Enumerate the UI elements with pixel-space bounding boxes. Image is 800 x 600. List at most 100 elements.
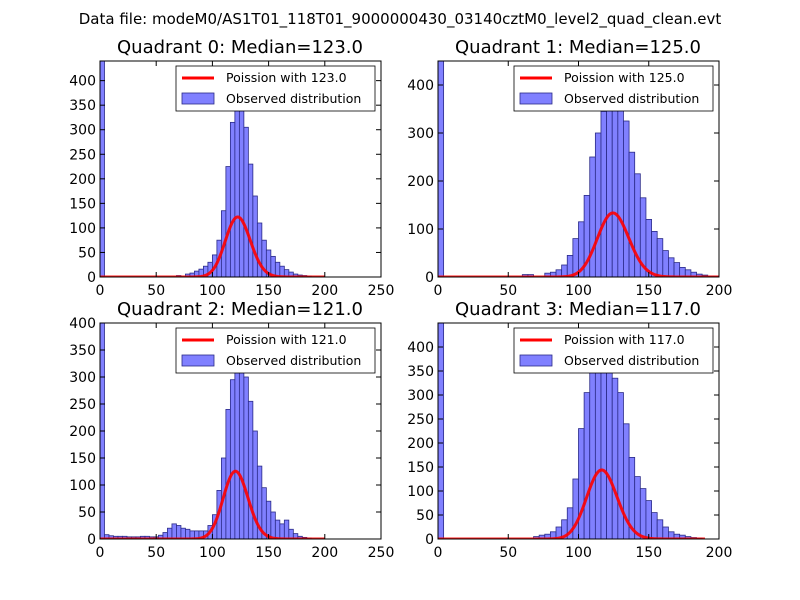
- y-tick-label: 350: [69, 98, 96, 114]
- y-tick-label: 250: [69, 147, 96, 163]
- histogram-bar: [651, 230, 658, 277]
- histogram-bar: [225, 408, 231, 539]
- histogram-bar: [656, 519, 664, 539]
- panel-quadrant-0: Quadrant 0: Median=123.0 0 50 100 150 200 250…: [69, 37, 394, 299]
- x-tick-label: 50: [147, 545, 165, 561]
- y-tick-label: 300: [407, 388, 434, 404]
- histogram-bar: [283, 519, 290, 539]
- histogram-bar: [668, 257, 675, 277]
- x-tick-label: 50: [499, 283, 517, 299]
- legend-label-hist: Observed distribution: [226, 353, 361, 368]
- plot-area: [438, 61, 719, 277]
- poisson-curve: [100, 469, 325, 539]
- y-tick-label: 300: [407, 126, 434, 142]
- x-tick-label: 0: [434, 545, 443, 561]
- histogram-bar: [438, 323, 445, 539]
- y-tick-label: 200: [69, 424, 96, 440]
- y-tick-label: 100: [407, 222, 434, 238]
- axes-frame: [99, 60, 382, 278]
- x-tick-label: 150: [635, 283, 662, 299]
- y-tick-label: 150: [407, 460, 434, 476]
- figure-title: Data file: modeM0/AS1T01_118T01_90000004…: [79, 10, 722, 29]
- y-tick-label: 250: [69, 397, 96, 413]
- histogram-bar: [256, 222, 263, 277]
- histogram-bar: [662, 250, 669, 277]
- legend: Poission with 123.0 Observed distribution: [175, 65, 376, 112]
- histogram-bar: [617, 392, 624, 539]
- histogram-bar: [167, 527, 173, 539]
- y-tick-label: 300: [69, 123, 96, 139]
- x-tick-label: 0: [96, 545, 105, 561]
- x-tick-label: 150: [255, 283, 282, 299]
- y-tick-label: 250: [407, 412, 434, 428]
- legend-label-curve: Poission with 121.0: [226, 332, 347, 347]
- legend-label-curve: Poission with 117.0: [564, 332, 685, 347]
- histogram-bar: [583, 392, 591, 539]
- y-tick-label: 200: [69, 172, 96, 188]
- histogram-bar: [229, 379, 236, 539]
- panel-title: Quadrant 3: Median=117.0: [455, 299, 701, 320]
- histogram-bar: [176, 525, 182, 539]
- histogram-bar: [578, 428, 585, 539]
- histogram-bar: [279, 523, 285, 539]
- y-tick-label: 0: [425, 532, 434, 548]
- y-tick-label: 350: [407, 364, 434, 380]
- histogram-bar: [100, 61, 105, 277]
- legend-swatch-hist: [181, 92, 215, 105]
- poisson-curve: [100, 215, 325, 277]
- panel-quadrant-3: Quadrant 3: Median=117.0 0 50 100 150 200 0 50…: [407, 299, 732, 561]
- x-tick-label: 200: [311, 545, 338, 561]
- x-tick-label: 200: [311, 283, 338, 299]
- panel-title: Quadrant 0: Median=123.0: [117, 37, 363, 58]
- y-tick-label: 300: [69, 370, 96, 386]
- y-tick-label: 100: [69, 478, 96, 494]
- histogram-bar: [225, 166, 231, 277]
- histogram-bar: [651, 512, 658, 539]
- histogram-bar: [594, 348, 602, 539]
- x-tick-label: 100: [199, 283, 226, 299]
- legend: Poission with 125.0 Observed distribution: [513, 65, 714, 112]
- x-tick-label: 150: [255, 545, 282, 561]
- panel-title: Quadrant 1: Median=125.0: [455, 37, 701, 58]
- y-tick-label: 100: [69, 221, 96, 237]
- histogram-bar: [274, 519, 281, 539]
- histogram-bar: [566, 254, 574, 277]
- histogram-bar: [606, 358, 613, 539]
- x-tick-label: 200: [706, 283, 733, 299]
- histogram-bar: [229, 121, 236, 277]
- y-tick-label: 150: [69, 451, 96, 467]
- legend: Poission with 117.0 Observed distribution: [513, 327, 714, 374]
- legend-label-hist: Observed distribution: [226, 91, 361, 106]
- x-tick-label: 100: [199, 545, 226, 561]
- y-tick-label: 400: [407, 340, 434, 356]
- histogram-bar: [611, 377, 619, 539]
- histogram-bar: [645, 500, 652, 539]
- y-tick-label: 100: [407, 484, 434, 500]
- y-tick-label: 50: [416, 508, 434, 524]
- histogram-bar: [623, 120, 630, 277]
- histogram-bar: [247, 163, 254, 277]
- panel-quadrant-2: Quadrant 2: Median=121.0 0 50 100 150 200 250…: [69, 299, 394, 561]
- legend-swatch-hist: [181, 354, 215, 367]
- y-tick-label: 50: [78, 505, 96, 521]
- histogram-bar: [270, 511, 276, 539]
- y-tick-label: 400: [69, 74, 96, 90]
- plot-area: [100, 323, 325, 539]
- panel-title: Quadrant 2: Median=121.0: [117, 299, 363, 320]
- y-tick-label: 200: [407, 436, 434, 452]
- histogram-bar: [243, 126, 249, 277]
- y-tick-label: 150: [69, 196, 96, 212]
- histogram-bar: [171, 523, 177, 539]
- histogram-bar: [656, 238, 664, 277]
- histogram-bar: [243, 376, 249, 539]
- histogram-bar: [662, 526, 669, 539]
- histogram-bar: [265, 500, 272, 539]
- histogram-bar: [247, 400, 254, 539]
- x-tick-label: 200: [706, 545, 733, 561]
- y-tick-label: 200: [407, 174, 434, 190]
- x-tick-label: 50: [499, 545, 517, 561]
- x-tick-label: 50: [147, 283, 165, 299]
- histogram-bar: [634, 476, 641, 539]
- legend-label-curve: Poission with 125.0: [564, 70, 685, 85]
